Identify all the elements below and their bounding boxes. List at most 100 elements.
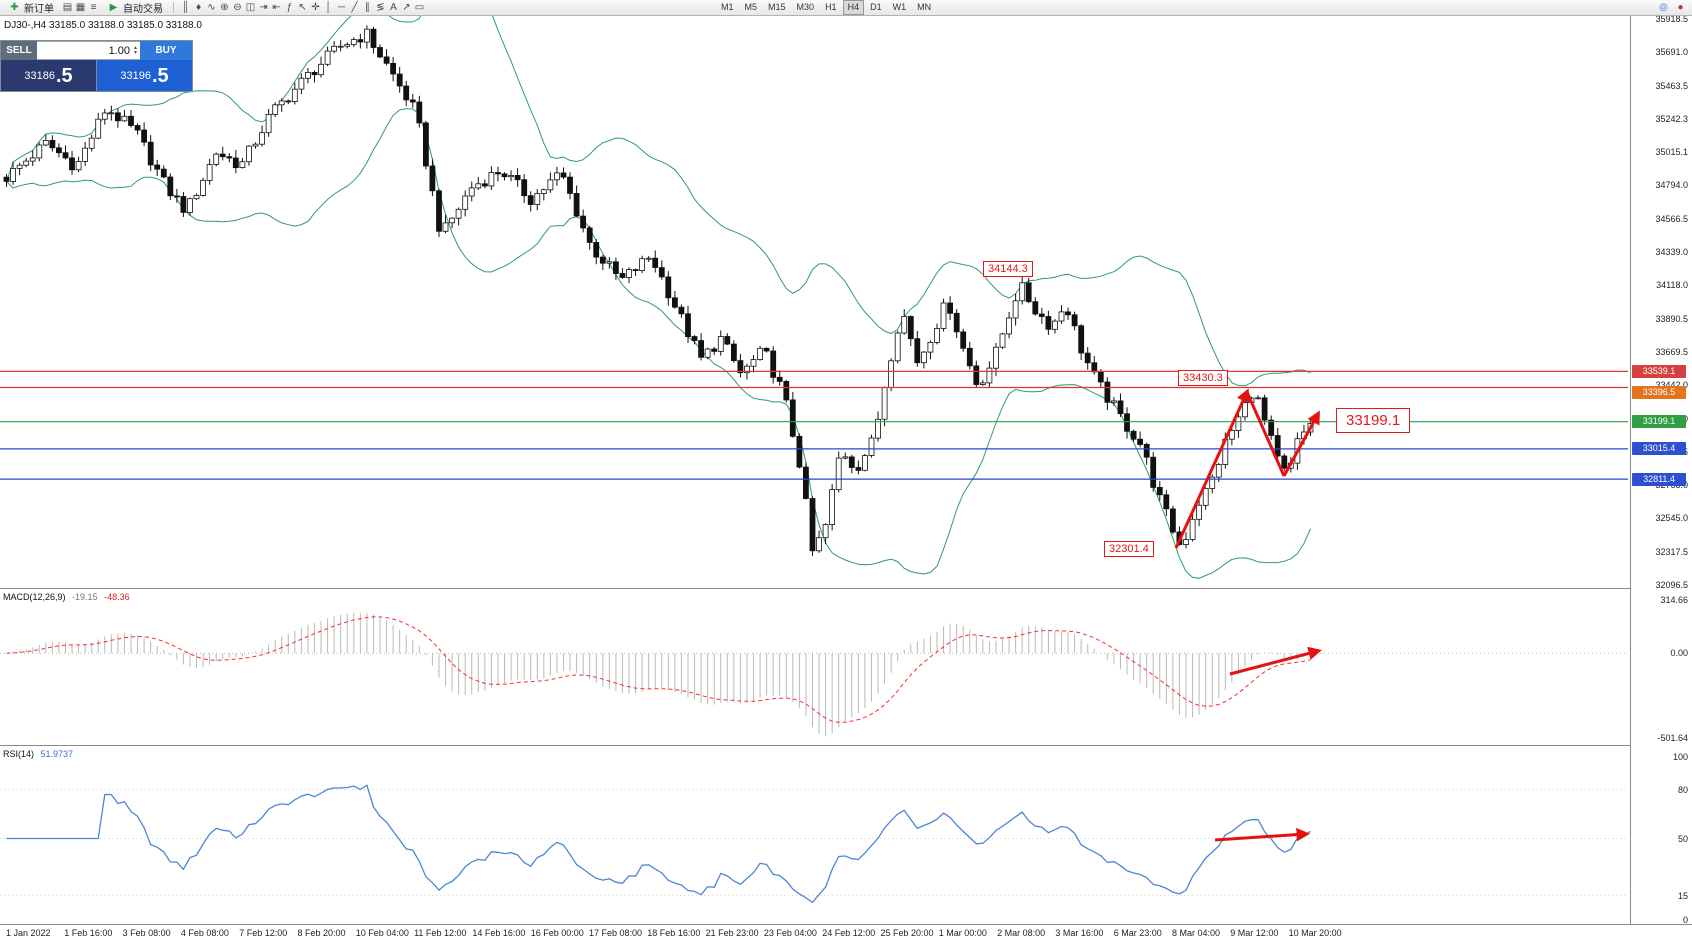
time-axis-label: 10 Feb 04:00 <box>355 928 409 938</box>
tile-windows-icon[interactable]: ◫ <box>245 2 256 13</box>
fibonacci-icon[interactable]: ≶ <box>376 2 385 13</box>
time-axis-label: 16 Feb 00:00 <box>530 928 584 938</box>
time-axis-label: 8 Mar 04:00 <box>1172 928 1221 938</box>
timeframe-m5[interactable]: M5 <box>744 2 758 12</box>
cursor-icon[interactable]: ↖ <box>298 2 307 13</box>
price-axis-label: 35015.1 <box>1655 147 1688 158</box>
crosshair-icon[interactable]: ✛ <box>311 2 320 13</box>
timeframe-mn[interactable]: MN <box>917 2 932 12</box>
macd-value-signal: -48.36 <box>104 592 130 602</box>
chart-shift-icon[interactable]: ⇤ <box>272 2 281 13</box>
price-annotation[interactable]: 34144.3 <box>983 260 1033 277</box>
buy-price[interactable]: 33196 .5 <box>97 60 192 91</box>
price-axis-label: 33669.5 <box>1655 346 1688 357</box>
toolbar: ✚ 新订单 ▤ ▦ ≡ ▶ 自动交易 ║ ♦ ∿ ⊕ ⊖ ◫ ⇥ ⇤ ƒ ↖ ✛ │ ─ ╱ ∥ ≶ A ↗ ▭ M1 M… <box>0 0 1692 16</box>
trendline-icon[interactable]: ╱ <box>351 2 358 13</box>
sell-price-main: 33186 <box>24 69 55 82</box>
price-tag: 33396.5 <box>1632 385 1686 399</box>
arrows-icon[interactable]: ↗ <box>402 2 411 13</box>
price-annotation[interactable]: 33430.3 <box>1178 370 1228 387</box>
timeframe-h1[interactable]: H1 <box>825 2 837 12</box>
volume-value: 1.00 <box>108 44 130 57</box>
price-axis-label: 33442.0 <box>1631 380 1688 390</box>
timeframe-m1[interactable]: M1 <box>721 2 734 12</box>
sell-price[interactable]: 33186 .5 <box>1 60 96 91</box>
horizontal-line-icon[interactable]: ─ <box>337 2 346 13</box>
zoom-in-icon[interactable]: ⊕ <box>220 2 229 13</box>
new-order-icon: ✚ <box>10 2 19 13</box>
rsi-axis-label: 50 <box>1677 833 1688 844</box>
price-annotation[interactable]: 33199.1 <box>1336 407 1411 433</box>
time-axis-label: 17 Feb 08:00 <box>589 928 643 938</box>
auto-scroll-icon[interactable]: ⇥ <box>259 2 268 13</box>
navigator-icon[interactable]: ≡ <box>90 2 97 13</box>
timeframe-m30[interactable]: M30 <box>796 2 815 12</box>
time-axis-label: 23 Feb 04:00 <box>763 928 817 938</box>
buy-price-pips: .5 <box>151 64 169 87</box>
price-annotation[interactable]: 32301.4 <box>1104 540 1154 557</box>
sell-price-pips: .5 <box>55 64 73 87</box>
stepper-down-icon[interactable]: ▾ <box>133 49 137 56</box>
buy-button[interactable]: BUY <box>140 41 192 60</box>
volume-stepper-arrows[interactable]: ▴ ▾ <box>133 44 137 56</box>
price-axis-label: 35691.0 <box>1655 47 1688 58</box>
autotrading-icon: ▶ <box>109 2 118 13</box>
autotrading-button[interactable]: ▶ 自动交易 <box>102 1 168 15</box>
price-tag: 33199.1 <box>1632 415 1686 429</box>
timeframe-m15[interactable]: M15 <box>768 2 786 12</box>
time-axis-label: 8 Feb 20:00 <box>297 928 346 938</box>
price-axis[interactable]: 35918.5 35691.0 35463.5 35242.3 35015.1 34794… <box>1630 14 1692 925</box>
symbol-info: DJ30-,H4 33185.0 33188.0 33185.0 33188.0 <box>4 20 202 31</box>
line-chart-icon[interactable]: ∿ <box>207 2 216 13</box>
time-axis-label: 7 Feb 12:00 <box>239 928 288 938</box>
shapes-icon[interactable]: ▭ <box>414 2 425 13</box>
price-axis-label: 35463.5 <box>1655 80 1688 91</box>
macd-rsi-separator[interactable] <box>0 745 1692 746</box>
text-icon[interactable]: A <box>390 2 397 13</box>
indicators-icon[interactable]: ƒ <box>286 2 293 13</box>
rsi-name: RSI(14) <box>3 749 35 759</box>
channel-icon[interactable]: ∥ <box>365 2 370 13</box>
time-axis-label: 4 Feb 08:00 <box>180 928 229 938</box>
macd-indicator-label: MACD(12,26,9) -19.15 -48.36 <box>3 592 130 602</box>
time-axis-label: 25 Feb 20:00 <box>880 928 934 938</box>
data-window-icon[interactable]: ▦ <box>75 2 86 13</box>
time-axis-label: 2 Mar 08:00 <box>997 928 1046 938</box>
time-axis-label: 1 Jan 2022 <box>6 928 51 938</box>
new-order-button[interactable]: ✚ 新订单 <box>3 1 59 15</box>
macd-name: MACD(12,26,9) <box>3 592 66 602</box>
search-icon[interactable]: ◎ <box>1659 2 1668 13</box>
price-tag: 33015.4 <box>1632 442 1686 456</box>
timeframe-w1[interactable]: W1 <box>892 2 907 12</box>
macd-value-main: -19.15 <box>72 592 98 602</box>
rsi-axis-label: 15 <box>1677 890 1688 901</box>
time-axis[interactable]: 1 Jan 2022 1 Feb 16:00 3 Feb 08:00 4 Feb 08… <box>0 924 1692 940</box>
time-axis-label: 18 Feb 16:00 <box>647 928 701 938</box>
window-icons-group: ▤ ▦ ≡ <box>61 1 100 14</box>
rsi-axis-label: 80 <box>1677 784 1688 795</box>
stepper-up-icon[interactable]: ▴ <box>133 44 137 51</box>
zoom-out-icon[interactable]: ⊖ <box>233 2 242 13</box>
toolbar-separator <box>173 2 174 13</box>
chart-tools-group: ║ ♦ ∿ ⊕ ⊖ ◫ ⇥ ⇤ ƒ ↖ ✛ │ ─ ╱ ∥ ≶ A ↗ ▭ <box>179 1 426 14</box>
bar-chart-icon[interactable]: ║ <box>181 2 190 13</box>
rsi-axis-label: 0 <box>1682 915 1688 925</box>
volume-stepper[interactable]: 1.00 ▴ ▾ <box>37 41 140 60</box>
rsi-axis-label: 100 <box>1672 752 1688 762</box>
vertical-line-icon[interactable]: │ <box>325 2 332 13</box>
market-watch-icon[interactable]: ▤ <box>62 2 73 13</box>
record-icon[interactable]: ● <box>1677 2 1684 13</box>
timeframe-h4[interactable]: H4 <box>842 0 865 15</box>
rsi-indicator-label: RSI(14) 51.9737 <box>3 749 73 759</box>
timeframe-d1[interactable]: D1 <box>870 2 882 12</box>
time-axis-label: 24 Feb 12:00 <box>822 928 876 938</box>
candlestick-icon[interactable]: ♦ <box>195 2 202 13</box>
toolbar-right-icons: ◎ ● <box>1657 1 1689 14</box>
price-axis-label: 33890.5 <box>1655 313 1688 324</box>
autotrading-label: 自动交易 <box>123 4 163 15</box>
time-axis-label: 9 Mar 12:00 <box>1230 928 1279 938</box>
sell-button[interactable]: SELL <box>1 41 37 60</box>
price-axis-label: 35242.3 <box>1655 113 1688 124</box>
main-macd-separator[interactable] <box>0 588 1692 589</box>
